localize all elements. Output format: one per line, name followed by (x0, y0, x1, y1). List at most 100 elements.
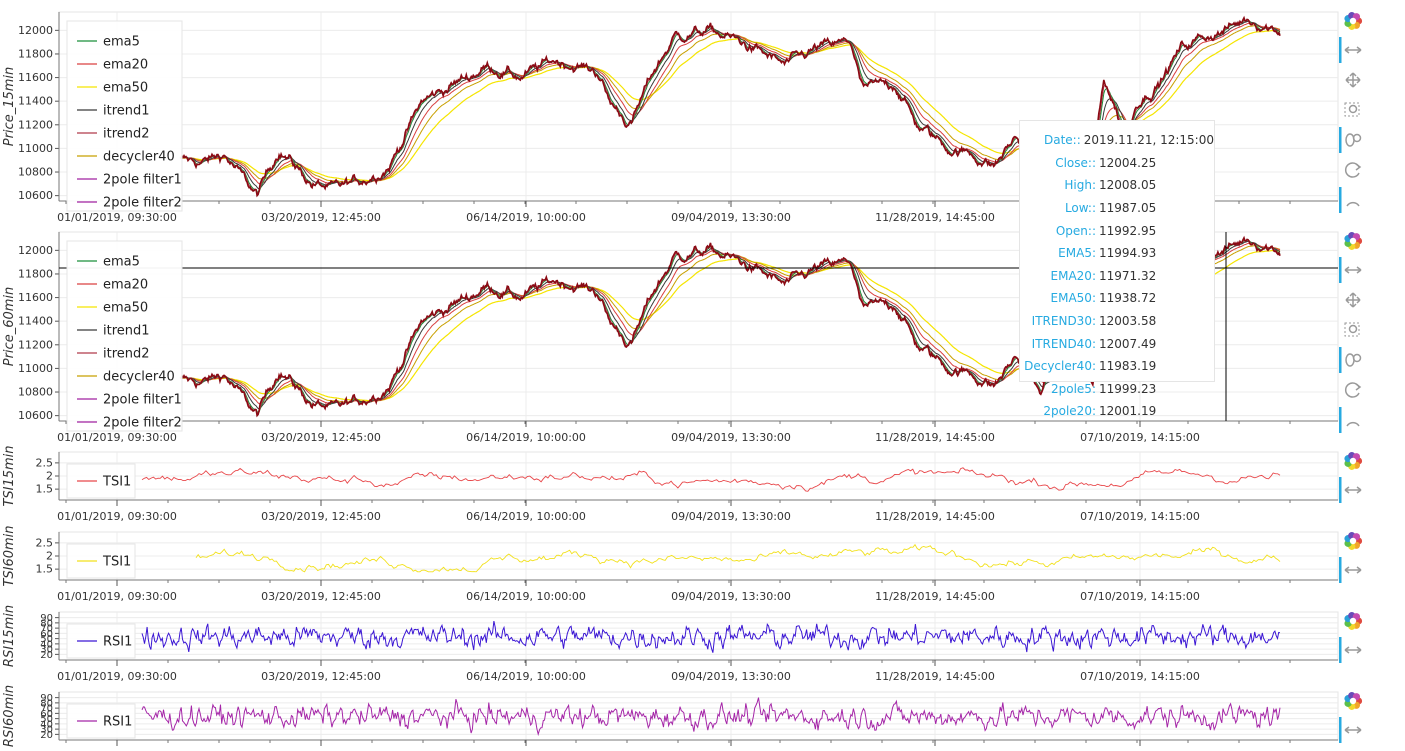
tsi60-ytick-label: 2.5 (36, 536, 54, 549)
rsi60-legend[interactable]: RSI1 (66, 703, 136, 739)
tsi60-ytick-label: 1.5 (36, 563, 54, 576)
price15-ytick-label: 10600 (18, 189, 53, 202)
tooltip-row: High: 12008.05 (1020, 174, 1214, 197)
hover-tooltip: Date:: 2019.11.21, 12:15:00 Close:: 12004.2… (1019, 120, 1215, 418)
wheel-zoom-icon[interactable] (1339, 347, 1362, 373)
bokeh-logo-icon[interactable] (1344, 12, 1363, 30)
price15-ytick-label: 11000 (18, 142, 53, 155)
tsi60-panel: 2.521.5 01/01/2019, 09:30:00 03/20/2019, 1… (2, 525, 1339, 603)
pan-x-glyph (1344, 46, 1362, 54)
tooltip-value: 11938.72 (1099, 291, 1157, 306)
box-zoom-icon[interactable] (1344, 322, 1360, 337)
price60-xtick-label: 03/20/2019, 12:45:00 (261, 431, 381, 444)
tsi60-line-TSI1 (195, 543, 1281, 573)
rsi15-series-group (141, 620, 1281, 653)
price60-ytick-label: 10600 (18, 409, 53, 422)
bokeh-logo-icon[interactable] (1344, 532, 1363, 550)
tooltip-value: 11983.19 (1099, 359, 1157, 374)
price60-xtick-label: 11/28/2019, 14:45:00 (875, 431, 995, 444)
tsi15-series-group (141, 467, 1281, 492)
box-zoom-icon[interactable] (1344, 102, 1360, 117)
wheel-zoom-lens (1352, 133, 1362, 143)
price15-panel: 12000 11800 11600 11400 11200 11000 10800 10600… (2, 11, 1339, 224)
price60-legend[interactable]: ema5 ema20 ema50 itrend1 itrend2 decycler40 2p… (66, 240, 183, 432)
wheel-zoom-lens (1352, 353, 1362, 363)
price60-toolbar (1339, 232, 1363, 433)
price15-legend[interactable]: ema5 ema20 ema50 itrend1 itrend2 decycler40 2p… (66, 20, 183, 212)
tooltip-key: 2pole20: (1043, 404, 1096, 419)
tsi15-xtick-label: 11/28/2019, 14:45:00 (875, 510, 995, 523)
price60-legend-item: 2pole filter1 (103, 393, 182, 408)
price60-ytick-label: 10800 (18, 386, 53, 399)
rsi60-ytick-label: 30 (40, 725, 53, 736)
tooltip-value: 11971.32 (1099, 268, 1157, 283)
tooltip-key: ITREND30: (1031, 314, 1096, 329)
price60-ytick-label: 11800 (18, 267, 53, 280)
tooltip-key: Open:: (1055, 223, 1096, 238)
pan-x-icon[interactable] (1339, 477, 1362, 503)
rsi15-plot-area (58, 611, 1339, 661)
tsi15-xtick-label: 09/04/2019, 13:30:00 (671, 510, 791, 523)
price15-legend-item: ema5 (103, 35, 140, 50)
tsi60-legend[interactable]: TSI1 (66, 543, 136, 579)
bokeh-logo-icon[interactable] (1344, 612, 1363, 630)
tooltip-value: 11987.05 (1099, 201, 1157, 216)
bokeh-logo-icon[interactable] (1344, 692, 1363, 710)
pan-icon[interactable] (1345, 72, 1361, 88)
active-tool-indicator (1339, 257, 1342, 283)
pan-icon[interactable] (1345, 292, 1361, 308)
save-icon[interactable] (1339, 187, 1360, 213)
price60-legend-item: itrend1 (103, 324, 150, 339)
reset-icon[interactable] (1344, 162, 1362, 178)
reset-icon[interactable] (1344, 382, 1362, 398)
tsi15-legend[interactable]: TSI1 (66, 463, 136, 499)
pan-x-icon[interactable] (1339, 717, 1362, 743)
active-tool-indicator (1339, 187, 1342, 213)
price15-legend-item: ema50 (103, 81, 148, 96)
rsi60-line-RSI1 (141, 697, 1281, 737)
price15-legend-item: 2pole filter2 (103, 196, 182, 211)
active-tool-indicator (1339, 717, 1342, 743)
bokeh-logo-icon[interactable] (1344, 452, 1363, 470)
rsi60-series-group (141, 697, 1281, 737)
tsi15-line-TSI1 (141, 467, 1281, 492)
reset-glyph (1344, 382, 1360, 398)
price60-legend-item: ema20 (103, 278, 148, 293)
tsi60-xtick-label: 01/01/2019, 09:30:00 (57, 590, 177, 603)
rsi15-line-RSI1 (141, 620, 1281, 653)
rsi60-toolbar (1339, 692, 1363, 743)
pan-x-icon[interactable] (1339, 257, 1362, 283)
tooltip-key: Low:: (1064, 201, 1096, 216)
rsi15-ytick-label: 80 (40, 618, 53, 629)
box-zoom-lens (1348, 324, 1358, 334)
pan-x-glyph (1344, 486, 1362, 494)
price60-xtick-label: 06/14/2019, 10:00:00 (466, 431, 586, 444)
tooltip-key: Close:: (1055, 155, 1096, 170)
tooltip-value: 12001.19 (1099, 404, 1157, 419)
pan-x-icon[interactable] (1339, 37, 1362, 63)
tooltip-row: ITREND30: 12003.58 (1020, 310, 1214, 333)
active-tool-indicator (1339, 347, 1342, 373)
pan-glyph (1345, 72, 1361, 88)
save-icon[interactable] (1339, 407, 1360, 433)
tooltip-key: EMA20: (1050, 268, 1096, 283)
tsi60-xtick-label: 07/10/2019, 14:15:00 (1080, 590, 1200, 603)
price15-legend-item: decycler40 (103, 150, 175, 165)
tooltip-row: Date:: 2019.11.21, 12:15:00 (1020, 129, 1214, 152)
rsi60-legend-item: RSI1 (103, 715, 132, 730)
rsi15-ytick-label: 50 (40, 634, 53, 645)
pan-x-icon[interactable] (1339, 637, 1362, 663)
tsi60-xtick-label: 06/14/2019, 10:00:00 (466, 590, 586, 603)
price60-ylabel: Price_60min (2, 287, 17, 367)
price15-ytick-label: 10800 (18, 166, 53, 179)
bokeh-logo-center (1349, 697, 1357, 705)
rsi15-legend[interactable]: RSI1 (66, 623, 136, 659)
bokeh-logo-icon[interactable] (1344, 232, 1363, 250)
reset-arrow (1355, 383, 1362, 391)
wheel-zoom-icon[interactable] (1339, 127, 1362, 153)
tooltip-row: Close:: 12004.25 (1020, 152, 1214, 175)
pan-x-icon[interactable] (1339, 557, 1362, 583)
tooltip-key: ITREND40: (1031, 336, 1096, 351)
tooltip-row: 2pole5: 11999.23 (1020, 378, 1214, 401)
active-tool-indicator (1339, 637, 1342, 663)
